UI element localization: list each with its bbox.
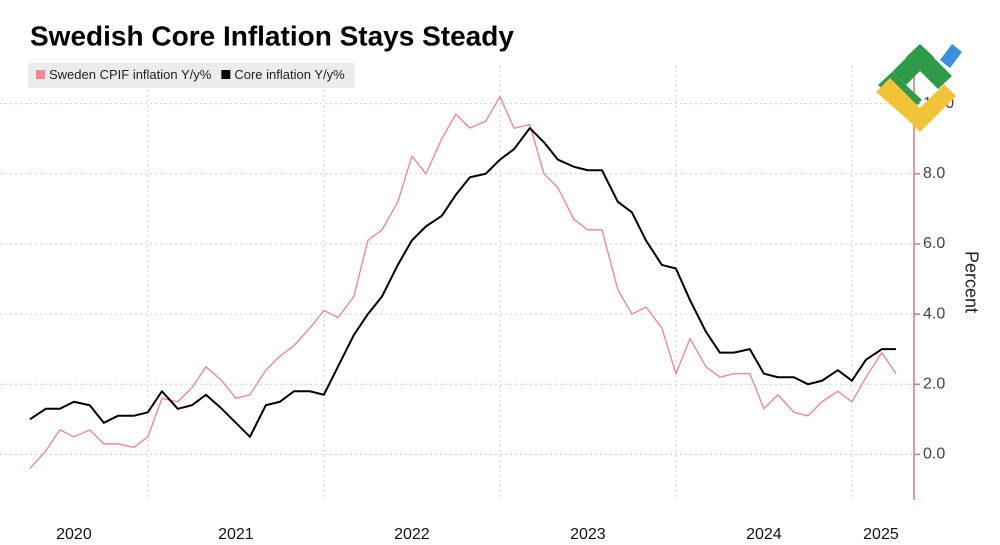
lines (29, 95, 897, 469)
legend-label: Sweden CPIF inflation Y/y% (49, 67, 212, 82)
logo (876, 44, 962, 132)
x-tick-label: 2022 (394, 526, 430, 543)
logo-part (940, 44, 962, 68)
logo-part (908, 84, 956, 132)
y-tick-label: 0.0 (923, 446, 945, 463)
x-tick-label: 2023 (570, 526, 606, 543)
grid (0, 65, 914, 500)
y-tick-label: 6.0 (923, 235, 945, 252)
x-tick-label: 2020 (56, 526, 92, 543)
legend-label: Core inflation Y/y% (234, 67, 345, 82)
series-line (29, 127, 896, 438)
legend: Sweden CPIF inflation Y/y% Core inflation… (28, 63, 355, 88)
y-tick-label: 4.0 (923, 305, 945, 322)
y-tick-label: 2.0 (923, 375, 945, 392)
legend-swatch (221, 70, 231, 79)
y-axis-label: Percent (961, 251, 981, 313)
logo-part (876, 78, 920, 120)
chart-title: Swedish Core Inflation Stays Steady (30, 20, 514, 51)
y-tick-label: 8.0 (923, 165, 945, 182)
x-tick-label: 2021 (218, 526, 254, 543)
logo-part (906, 44, 952, 89)
x-tick-label: 2024 (746, 526, 782, 543)
x-tick-label: 2025 (863, 526, 899, 543)
legend-swatch (36, 70, 45, 79)
axis: 0.02.04.06.08.010.0202020212022202320242… (56, 65, 954, 543)
legend-background (28, 63, 355, 88)
series-line (29, 95, 897, 469)
